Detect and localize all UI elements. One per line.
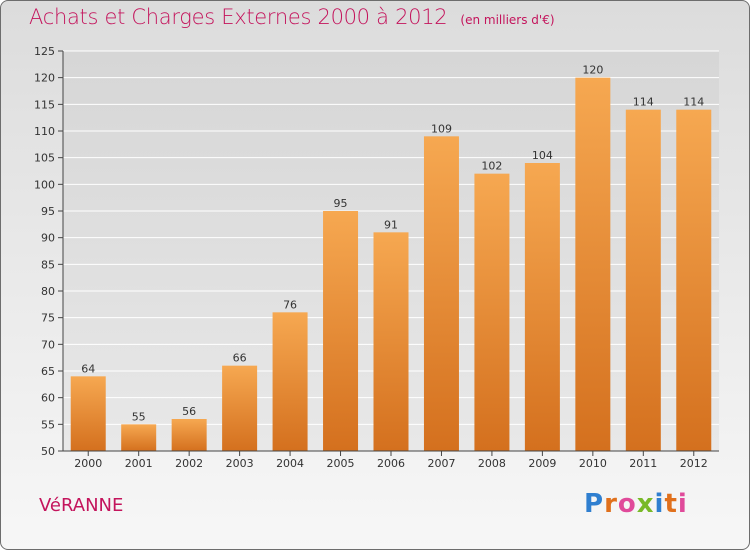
bar-value-label: 64 — [81, 362, 95, 375]
bar-value-label: 66 — [233, 352, 247, 365]
x-axis: 2000 2001 2002 2003 2004 2005 2006 2007 2008 2009… — [63, 450, 719, 470]
logo-letter: x — [636, 489, 655, 519]
logo-letter: i — [677, 489, 688, 519]
x-tick-label: 2007 — [427, 457, 455, 470]
bar — [474, 173, 510, 451]
bar — [222, 365, 258, 451]
y-tick-label: 85 — [41, 258, 55, 271]
y-tick-label: 60 — [41, 392, 55, 405]
bar — [272, 312, 308, 451]
y-tick-label: 65 — [41, 365, 55, 378]
y-tick-label: 55 — [41, 418, 55, 431]
bar-value-label: 109 — [431, 122, 452, 135]
x-tick-label: 2003 — [226, 457, 254, 470]
x-tick-label: 2011 — [629, 457, 657, 470]
bar — [676, 109, 712, 452]
chart-title-text: Achats et Charges Externes 2000 à 2012 — [29, 5, 448, 29]
y-tick-label: 50 — [41, 445, 55, 458]
x-tick-label: 2000 — [74, 457, 102, 470]
bar-value-label: 114 — [683, 96, 704, 109]
bar-value-label: 56 — [182, 405, 196, 418]
proxiti-logo: Proxiti — [584, 489, 688, 519]
bar-value-label: 114 — [633, 96, 654, 109]
logo-letter: r — [604, 489, 618, 519]
y-tick-label: 115 — [34, 98, 55, 111]
x-tick-label: 2012 — [680, 457, 708, 470]
y-tick-label: 125 — [34, 45, 55, 58]
x-tick-label: 2002 — [175, 457, 203, 470]
bars: 64 55 56 66 76 95 91 109 102 104 120 114 114 — [70, 64, 712, 452]
y-tick-label: 105 — [34, 152, 55, 165]
x-tick-label: 2010 — [579, 457, 607, 470]
bar-value-label: 76 — [283, 298, 297, 311]
bar — [323, 211, 359, 451]
y-tick-label: 80 — [41, 285, 55, 298]
x-tick-label: 2009 — [528, 457, 556, 470]
bar-value-label: 91 — [384, 218, 398, 231]
logo-letter: o — [617, 489, 637, 519]
y-tick-label: 100 — [34, 178, 55, 191]
commune-name: VéRANNE — [39, 495, 124, 516]
chart-title: Achats et Charges Externes 2000 à 2012 (… — [29, 5, 555, 29]
x-tick-label: 2005 — [327, 457, 355, 470]
y-tick-label: 110 — [34, 125, 55, 138]
y-tick-label: 90 — [41, 232, 55, 245]
y-tick-label: 95 — [41, 205, 55, 218]
bar — [70, 376, 106, 451]
bar — [575, 77, 611, 452]
bar — [373, 232, 409, 451]
bar — [625, 109, 661, 452]
y-tick-label: 70 — [41, 338, 55, 351]
x-tick-label: 2008 — [478, 457, 506, 470]
bar-value-label: 95 — [334, 197, 348, 210]
chart-unit-text: (en milliers d'€) — [460, 13, 555, 27]
bar — [121, 424, 157, 451]
x-tick-label: 2004 — [276, 457, 304, 470]
x-tick-label: 2001 — [125, 457, 153, 470]
bar-value-label: 120 — [582, 64, 603, 77]
logo-letter: P — [584, 489, 605, 519]
bar — [171, 419, 207, 451]
bar-value-label: 102 — [481, 160, 502, 173]
bar-value-label: 55 — [132, 410, 146, 423]
x-tick-label: 2006 — [377, 457, 405, 470]
y-tick-label: 120 — [34, 72, 55, 85]
bar — [524, 163, 560, 451]
y-tick-label: 75 — [41, 312, 55, 325]
bar-value-label: 104 — [532, 149, 553, 162]
logo-letter: t — [664, 489, 678, 519]
logo-letter: i — [654, 489, 665, 519]
bar — [423, 136, 459, 452]
y-axis: 50 55 60 65 70 75 80 85 90 95 100 105 110 115 120 125 — [34, 45, 64, 458]
